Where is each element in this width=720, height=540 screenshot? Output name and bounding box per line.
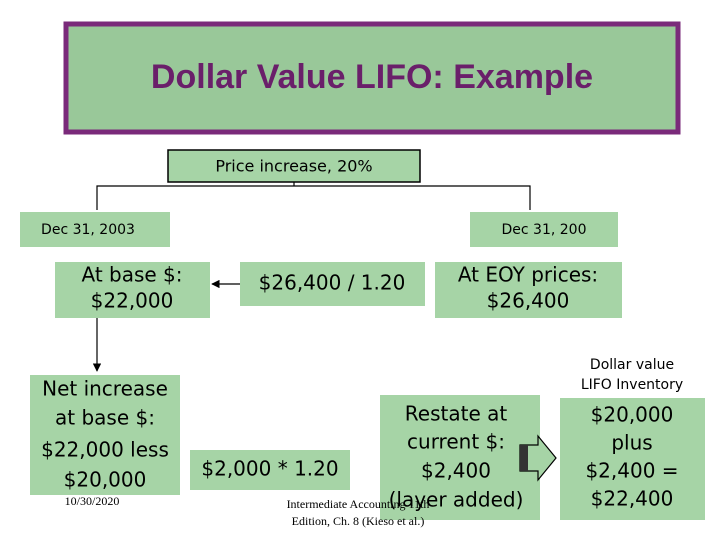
- base-text: At base $:: [81, 263, 182, 287]
- base-box: [55, 262, 210, 318]
- title-box: [63, 21, 681, 135]
- inventory-text: $22,400: [591, 487, 674, 511]
- price-box: [167, 149, 421, 183]
- footer-source: Edition, Ch. 8 (Kieso et al.): [292, 514, 425, 528]
- date-right: Dec 31, 200: [502, 222, 587, 238]
- restate-text: current $:: [407, 430, 505, 454]
- deflate-box: [240, 262, 425, 306]
- base-text: $22,000: [91, 289, 174, 313]
- eoy-box: [435, 262, 622, 318]
- title: Dollar Value LIFO: Example: [151, 58, 593, 96]
- net-text: at base $:: [55, 406, 155, 430]
- restate-box: [380, 395, 540, 520]
- multiply-text: $2,000 * 1.20: [201, 457, 338, 481]
- footer-source: Intermediate Accounting 11th: [287, 497, 430, 511]
- footer-date: 10/30/2020: [65, 494, 120, 508]
- multiply-box: [190, 450, 350, 490]
- block-arrow-tail: [520, 445, 528, 471]
- restate-text: $2,400: [421, 459, 491, 483]
- inventory-text: plus: [611, 431, 652, 455]
- inventory-label: Dollar value: [590, 357, 674, 373]
- date-box: [470, 212, 618, 247]
- inventory-text: $2,400 =: [585, 459, 678, 483]
- inventory-label: LIFO Inventory: [581, 377, 683, 393]
- deflate-text: $26,400 / 1.20: [259, 271, 406, 295]
- eoy-text: At EOY prices:: [458, 263, 598, 287]
- inventory-text: $20,000: [591, 403, 674, 427]
- eoy-text: $26,400: [487, 289, 570, 313]
- restate-text: (layer added): [389, 488, 524, 512]
- net-text: $20,000: [64, 468, 147, 492]
- net-box: [30, 375, 180, 495]
- date-box: [20, 212, 170, 247]
- date-left: Dec 31, 2003: [41, 222, 135, 238]
- connector: [96, 182, 531, 210]
- net-text: Net increase: [42, 377, 168, 401]
- net-text: $22,000 less: [41, 438, 169, 462]
- price-text: Price increase, 20%: [215, 157, 372, 176]
- restate-text: Restate at: [405, 402, 508, 426]
- inventory-box: [560, 398, 705, 520]
